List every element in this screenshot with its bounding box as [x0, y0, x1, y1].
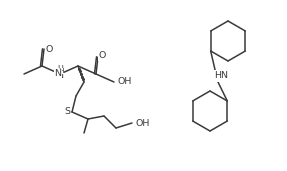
Text: H: H — [58, 68, 64, 74]
Text: N: N — [57, 70, 63, 80]
Text: S: S — [64, 108, 70, 116]
Text: OH: OH — [135, 119, 149, 128]
Text: H: H — [57, 64, 63, 74]
Text: O: O — [98, 51, 106, 61]
Text: HN: HN — [214, 71, 228, 81]
Text: N: N — [55, 69, 61, 78]
Text: O: O — [45, 44, 53, 54]
Text: OH: OH — [117, 77, 131, 87]
